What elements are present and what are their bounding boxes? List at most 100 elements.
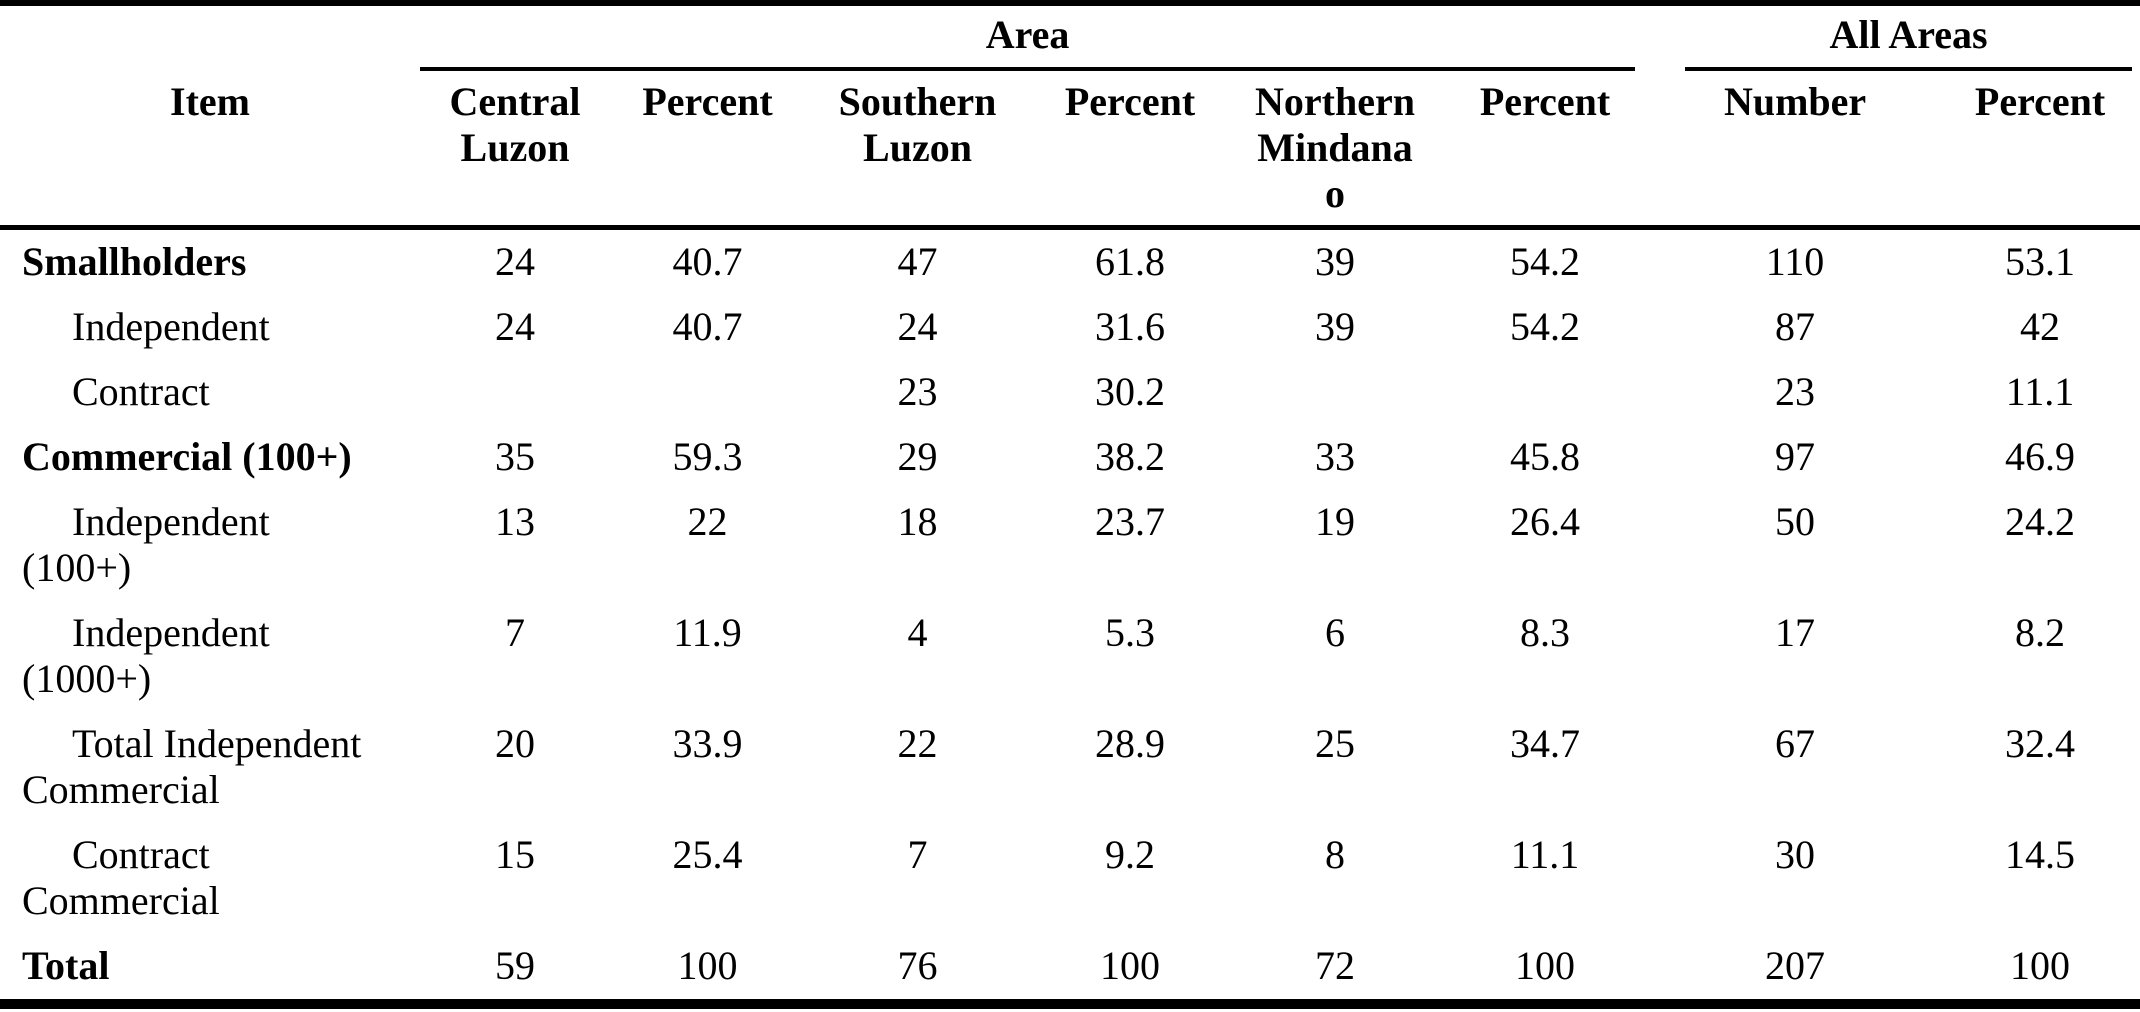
data-cell: 24 xyxy=(897,304,938,349)
table-row-smallholders: Smallholders 24 40.7 47 61.8 39 54.2 110… xyxy=(0,228,2140,296)
data-cell: 72 xyxy=(1315,943,1355,988)
column-header-southern-luzon: Southern Luzon xyxy=(805,71,1030,230)
data-cell: 110 xyxy=(1765,239,1825,284)
data-cell: 23.7 xyxy=(1095,499,1165,544)
column-header-item: Item xyxy=(0,71,420,230)
table-row-contract: Contract 23 30.2 23 11.1 xyxy=(0,360,2140,425)
row-label: Smallholders xyxy=(22,239,247,284)
data-cell: 40.7 xyxy=(672,239,743,284)
row-label: Independent xyxy=(72,304,270,349)
data-cell: 19 xyxy=(1315,499,1355,544)
data-cell: 76 xyxy=(897,943,938,988)
data-cell: 17 xyxy=(1775,610,1816,655)
data-cell: 24.2 xyxy=(2005,499,2076,544)
data-cell: 54.2 xyxy=(1510,304,1581,349)
row-label: Commercial (100+) xyxy=(22,434,352,479)
data-cell: 11.9 xyxy=(673,610,742,655)
data-cell: 7 xyxy=(505,610,525,655)
data-cell: 24 xyxy=(495,239,535,284)
data-cell: 31.6 xyxy=(1095,304,1165,349)
row-label: Total xyxy=(22,943,110,988)
spanner-header-row: Area All Areas xyxy=(0,3,2140,71)
data-cell: 22 xyxy=(687,499,728,544)
spanner-empty-cell xyxy=(0,3,420,71)
data-cell: 9.2 xyxy=(1105,832,1155,877)
data-cell: 25.4 xyxy=(672,832,743,877)
data-cell: 40.7 xyxy=(672,304,743,349)
data-cell: 11.1 xyxy=(1510,832,1580,877)
data-cell: 100 xyxy=(677,943,738,988)
spanner-all-areas: All Areas xyxy=(1650,3,2140,71)
data-cell: 23 xyxy=(1775,369,1816,414)
column-header-percent-central: Percent xyxy=(610,71,805,230)
data-cell: 28.9 xyxy=(1095,721,1165,766)
table-row-independent-1000plus: Independent (1000+) 7 11.9 4 5.3 6 8.3 1… xyxy=(0,601,2140,712)
data-cell: 59.3 xyxy=(672,434,743,479)
spanner-area-label: Area xyxy=(420,12,1636,71)
table-row-total: Total 59 100 76 100 72 100 207 100 xyxy=(0,934,2140,1004)
data-cell: 33 xyxy=(1315,434,1355,479)
data-cell: 26.4 xyxy=(1510,499,1581,544)
data-cell: 47 xyxy=(897,239,938,284)
data-cell xyxy=(1440,360,1650,425)
data-cell: 20 xyxy=(495,721,535,766)
data-cell: 23 xyxy=(897,369,938,414)
data-cell: 4 xyxy=(907,610,928,655)
data-cell: 61.8 xyxy=(1095,239,1165,284)
data-cell: 100 xyxy=(1515,943,1576,988)
data-cell xyxy=(610,360,805,425)
data-cell: 24 xyxy=(495,304,535,349)
data-cell: 6 xyxy=(1325,610,1345,655)
row-label: Total Independent Commercial xyxy=(22,721,362,812)
data-cell: 32.4 xyxy=(2005,721,2076,766)
row-label: Independent (100+) xyxy=(22,499,270,590)
column-header-row: Item Central Luzon Percent Southern Luzo… xyxy=(0,71,2140,230)
data-cell: 35 xyxy=(495,434,535,479)
data-cell: 39 xyxy=(1315,239,1355,284)
column-header-percent-southern: Percent xyxy=(1030,71,1230,230)
row-label: Contract Commercial xyxy=(22,832,220,923)
data-cell: 46.9 xyxy=(2005,434,2076,479)
table-row-independent-100plus: Independent (100+) 13 22 18 23.7 19 26.4… xyxy=(0,490,2140,601)
table-row-contract-commercial: Contract Commercial 15 25.4 7 9.2 8 11.1… xyxy=(0,823,2140,934)
data-cell: 100 xyxy=(2010,943,2071,988)
data-cell: 42 xyxy=(2020,304,2061,349)
data-cell: 67 xyxy=(1775,721,1816,766)
data-cell: 53.1 xyxy=(2005,239,2076,284)
column-header-percent-all: Percent xyxy=(1940,71,2140,230)
data-cell: 29 xyxy=(897,434,938,479)
data-cell: 25 xyxy=(1315,721,1355,766)
data-cell: 22 xyxy=(897,721,938,766)
data-cell: 33.9 xyxy=(672,721,743,766)
column-header-northern-mindanao: Northern Mindana o xyxy=(1230,71,1440,230)
spanner-all-areas-label: All Areas xyxy=(1685,12,2133,71)
data-cell: 97 xyxy=(1775,434,1816,479)
column-header-central-luzon: Central Luzon xyxy=(420,71,610,230)
spanner-area: Area xyxy=(420,3,1650,71)
data-cell: 7 xyxy=(907,832,928,877)
data-cell xyxy=(420,360,610,425)
data-cell: 50 xyxy=(1775,499,1816,544)
data-cell: 8.2 xyxy=(2015,610,2066,655)
row-label: Contract xyxy=(72,369,210,414)
row-label: Independent (1000+) xyxy=(22,610,270,701)
data-cell: 11.1 xyxy=(2005,369,2075,414)
data-cell: 207 xyxy=(1765,943,1826,988)
column-header-percent-northern: Percent xyxy=(1440,71,1651,230)
data-cell: 30 xyxy=(1775,832,1816,877)
column-header-number: Number xyxy=(1650,71,1941,230)
data-cell: 39 xyxy=(1315,304,1355,349)
data-cell: 8.3 xyxy=(1520,610,1571,655)
table-row-total-independent-commercial: Total Independent Commercial 20 33.9 22 … xyxy=(0,712,2140,823)
data-cell: 38.2 xyxy=(1095,434,1165,479)
data-cell: 30.2 xyxy=(1095,369,1165,414)
data-cell: 54.2 xyxy=(1510,239,1581,284)
data-cell: 8 xyxy=(1325,832,1345,877)
data-cell: 45.8 xyxy=(1510,434,1581,479)
data-cell: 18 xyxy=(897,499,938,544)
data-cell: 59 xyxy=(495,943,535,988)
data-cell: 100 xyxy=(1100,943,1160,988)
table-row-independent: Independent 24 40.7 24 31.6 39 54.2 87 4… xyxy=(0,295,2140,360)
